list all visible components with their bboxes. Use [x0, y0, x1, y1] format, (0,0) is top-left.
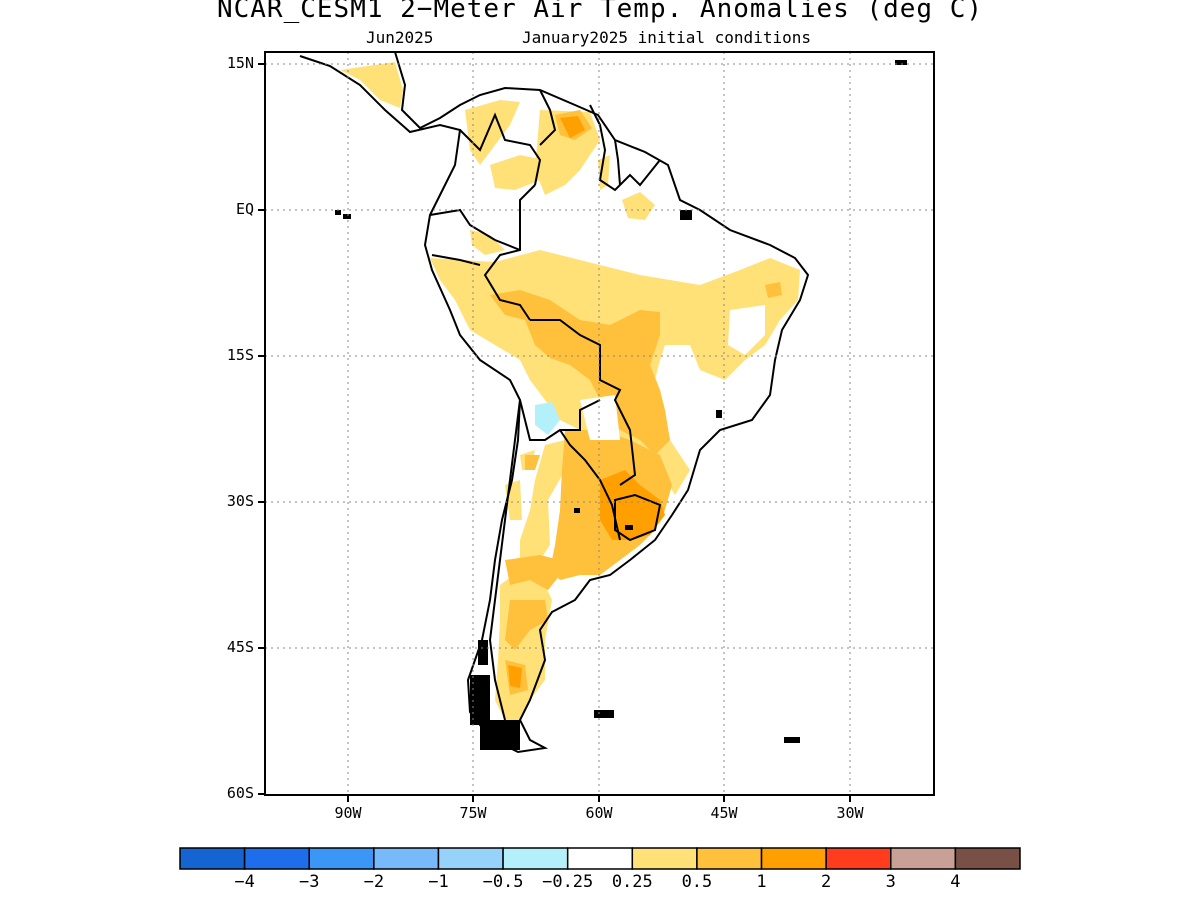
colorbar-label: −0.5 — [482, 872, 524, 892]
colorbar-label: 0.25 — [611, 872, 653, 892]
anomaly-neutral-pockets — [580, 305, 765, 440]
colorbar-label: −1 — [428, 872, 449, 892]
colorbar-swatch — [308, 847, 375, 870]
colorbar-swatch — [890, 847, 957, 870]
forecast-month: Jun2025 — [366, 28, 434, 47]
lat-label-15s: 15S — [226, 346, 254, 364]
lon-label-75w: 75W — [459, 804, 487, 822]
lon-label-60w: 60W — [585, 804, 613, 822]
initial-conditions: January2025 initial conditions — [522, 28, 811, 47]
colorbar-label: 1 — [756, 872, 767, 892]
islands — [335, 60, 907, 750]
colorbar-label: −2 — [363, 872, 385, 892]
colorbar-label: 4 — [950, 872, 961, 892]
south-america-land — [275, 52, 808, 752]
colorbar-label: −3 — [298, 872, 320, 892]
colorbar-swatch — [566, 847, 634, 870]
lat-label-60s: 60S — [226, 784, 254, 802]
lon-label-30w: 30W — [836, 804, 864, 822]
map-title: NCAR_CESM1 2−Meter Air Temp. Anomalies (… — [216, 0, 984, 24]
colorbar-label: 2 — [821, 872, 832, 892]
colorbar-swatch — [243, 847, 310, 870]
colorbar-swatch — [954, 847, 1021, 870]
lon-label-45w: 45W — [710, 804, 738, 822]
graticule — [265, 52, 934, 795]
anomaly-negative — [535, 402, 560, 435]
colorbar-swatch — [373, 847, 440, 870]
colorbar-label: 0.5 — [681, 872, 713, 892]
lon-label-90w: 90W — [334, 804, 362, 822]
lat-label-45s: 45S — [226, 638, 254, 656]
colorbar — [179, 847, 1021, 870]
lat-label-eq: EQ — [235, 200, 254, 218]
colorbar-label: −4 — [234, 872, 255, 892]
lat-label-15n: 15N — [226, 54, 254, 72]
lat-label-30s: 30S — [226, 492, 254, 510]
colorbar-swatch — [760, 847, 827, 870]
colorbar-label: 3 — [885, 872, 896, 892]
colorbar-swatch — [696, 847, 763, 870]
colorbar-swatch — [825, 847, 892, 870]
colorbar-label: −0.25 — [542, 872, 594, 892]
colorbar-swatch — [179, 847, 246, 870]
colorbar-swatch — [631, 847, 698, 870]
colorbar-swatch — [502, 847, 569, 870]
country-borders — [299, 52, 810, 754]
colorbar-swatch — [437, 847, 504, 870]
axis-ticks — [258, 63, 851, 802]
